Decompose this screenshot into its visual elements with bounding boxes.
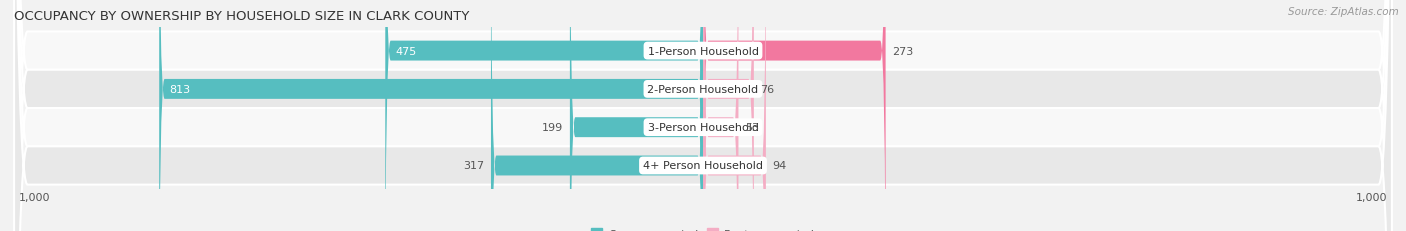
Legend: Owner-occupied, Renter-occupied: Owner-occupied, Renter-occupied — [586, 224, 820, 231]
Text: 1-Person Household: 1-Person Household — [648, 46, 758, 56]
Text: 317: 317 — [463, 161, 484, 171]
FancyBboxPatch shape — [569, 0, 703, 231]
FancyBboxPatch shape — [703, 0, 766, 231]
Text: 4+ Person Household: 4+ Person Household — [643, 161, 763, 171]
Text: 199: 199 — [541, 123, 564, 133]
Text: 94: 94 — [772, 161, 787, 171]
FancyBboxPatch shape — [14, 0, 1392, 231]
Text: 813: 813 — [169, 85, 190, 94]
FancyBboxPatch shape — [703, 0, 886, 231]
Text: 273: 273 — [893, 46, 914, 56]
FancyBboxPatch shape — [159, 0, 703, 231]
Text: 53: 53 — [745, 123, 759, 133]
Text: 76: 76 — [761, 85, 775, 94]
FancyBboxPatch shape — [14, 0, 1392, 231]
FancyBboxPatch shape — [14, 0, 1392, 231]
Text: Source: ZipAtlas.com: Source: ZipAtlas.com — [1288, 7, 1399, 17]
FancyBboxPatch shape — [491, 0, 703, 231]
FancyBboxPatch shape — [703, 0, 754, 231]
FancyBboxPatch shape — [14, 0, 1392, 231]
Text: OCCUPANCY BY OWNERSHIP BY HOUSEHOLD SIZE IN CLARK COUNTY: OCCUPANCY BY OWNERSHIP BY HOUSEHOLD SIZE… — [14, 9, 470, 22]
Text: 475: 475 — [395, 46, 416, 56]
FancyBboxPatch shape — [703, 0, 738, 231]
Text: 3-Person Household: 3-Person Household — [648, 123, 758, 133]
Text: 2-Person Household: 2-Person Household — [647, 85, 759, 94]
FancyBboxPatch shape — [385, 0, 703, 231]
